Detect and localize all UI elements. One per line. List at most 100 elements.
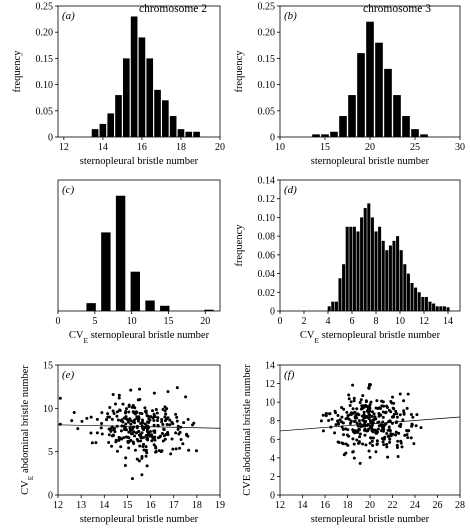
scatter-point — [187, 448, 191, 452]
scatter-point — [366, 429, 370, 433]
histogram-bar — [145, 300, 155, 311]
x-tick-label: 20 — [365, 142, 375, 153]
scatter-point — [415, 413, 419, 417]
histogram-bar — [330, 131, 338, 137]
scatter-point — [140, 473, 144, 477]
histogram-bar — [185, 131, 193, 137]
scatter-point — [414, 424, 418, 428]
scatter-point — [382, 404, 386, 408]
scatter-point — [338, 418, 342, 422]
scatter-point — [365, 415, 369, 419]
scatter-point — [146, 414, 150, 418]
scatter-point — [363, 433, 367, 437]
scatter-point — [388, 419, 392, 423]
scatter-point — [385, 406, 389, 410]
scatter-point — [112, 412, 116, 416]
scatter-point — [95, 431, 99, 435]
scatter-point — [396, 455, 400, 459]
panel-f: (f)12 14 16 18 20 22 24 26 2802468101214sternopl… — [242, 361, 465, 526]
scatter-point — [89, 431, 93, 435]
histogram-bar — [381, 240, 385, 311]
histogram-bar — [370, 217, 374, 311]
histogram-bar — [345, 226, 349, 311]
scatter-point — [105, 418, 109, 422]
scatter-point — [163, 409, 167, 413]
histogram-bar — [348, 95, 356, 137]
scatter-point — [106, 415, 110, 419]
y-tick-label: 15 — [43, 361, 53, 372]
scatter-point — [395, 415, 399, 419]
scatter-point — [367, 449, 371, 453]
scatter-point — [359, 398, 363, 402]
scatter-point — [357, 419, 361, 423]
y-tick-label: 0 — [270, 491, 275, 502]
scatter-point — [152, 414, 156, 418]
scatter-point — [140, 455, 144, 459]
scatter-point — [387, 428, 391, 432]
y-tick-label: 10 — [43, 404, 53, 415]
scatter-point — [355, 438, 359, 442]
scatter-point — [328, 412, 332, 416]
scatter-point — [171, 447, 175, 451]
scatter-point — [154, 446, 158, 450]
histogram-bar — [420, 134, 428, 137]
y-tick-label: 4 — [270, 453, 275, 464]
scatter-point — [361, 442, 365, 446]
scatter-point — [402, 409, 406, 413]
scatter-point — [352, 396, 356, 400]
scatter-point — [147, 420, 151, 424]
scatter-point — [162, 427, 166, 431]
plot-frame — [57, 364, 221, 496]
scatter-point — [137, 429, 141, 433]
y-tick-label: 0.10 — [258, 80, 276, 91]
histogram-bar — [338, 278, 342, 311]
scatter-point — [169, 452, 173, 456]
x-tick-label: 16 — [146, 500, 156, 511]
scatter-point — [356, 430, 360, 434]
histogram-bar — [388, 245, 392, 311]
scatter-point — [113, 430, 117, 434]
scatter-point — [145, 464, 149, 468]
y-tick-label: 0.04 — [258, 269, 276, 280]
scatter-point — [176, 424, 180, 428]
scatter-point — [321, 429, 325, 433]
scatter-point — [106, 412, 110, 416]
x-tick-label: 2 — [302, 316, 307, 327]
scatter-point — [380, 423, 384, 427]
x-tick-label: 22 — [388, 500, 398, 511]
scatter-point — [390, 421, 394, 425]
scatter-point — [176, 427, 180, 431]
scatter-point — [163, 437, 167, 441]
panel-label: (d) — [284, 184, 297, 196]
scatter-point — [160, 431, 164, 435]
scatter-point — [146, 431, 150, 435]
scatter-point — [383, 411, 387, 415]
scatter-point — [161, 407, 165, 411]
scatter-point — [380, 428, 384, 432]
scatter-point — [133, 434, 137, 438]
scatter-point — [124, 407, 128, 411]
column-title-chromosome-2: chromosome 2 — [139, 3, 207, 15]
histogram-bar — [402, 116, 410, 137]
scatter-point — [337, 440, 341, 444]
scatter-point — [156, 419, 160, 423]
histogram-bar — [327, 306, 331, 311]
x-tick-label: 30 — [455, 142, 465, 153]
x-tick-label: 5 — [92, 316, 97, 327]
histogram-bar — [421, 296, 425, 311]
scatter-point — [156, 416, 160, 420]
scatter-point — [342, 453, 346, 457]
x-tick-label: 26 — [433, 500, 443, 511]
scatter-point — [375, 431, 379, 435]
scatter-point — [336, 419, 340, 423]
histogram-bar — [146, 58, 154, 137]
scatter-point — [385, 442, 389, 446]
scatter-point — [352, 430, 356, 434]
scatter-point — [345, 410, 349, 414]
histogram-bar — [384, 68, 392, 137]
scatter-point — [383, 435, 387, 439]
scatter-point — [133, 418, 137, 422]
x-tick-label: 16 — [137, 142, 147, 153]
scatter-point — [129, 388, 133, 392]
scatter-point — [368, 382, 372, 386]
